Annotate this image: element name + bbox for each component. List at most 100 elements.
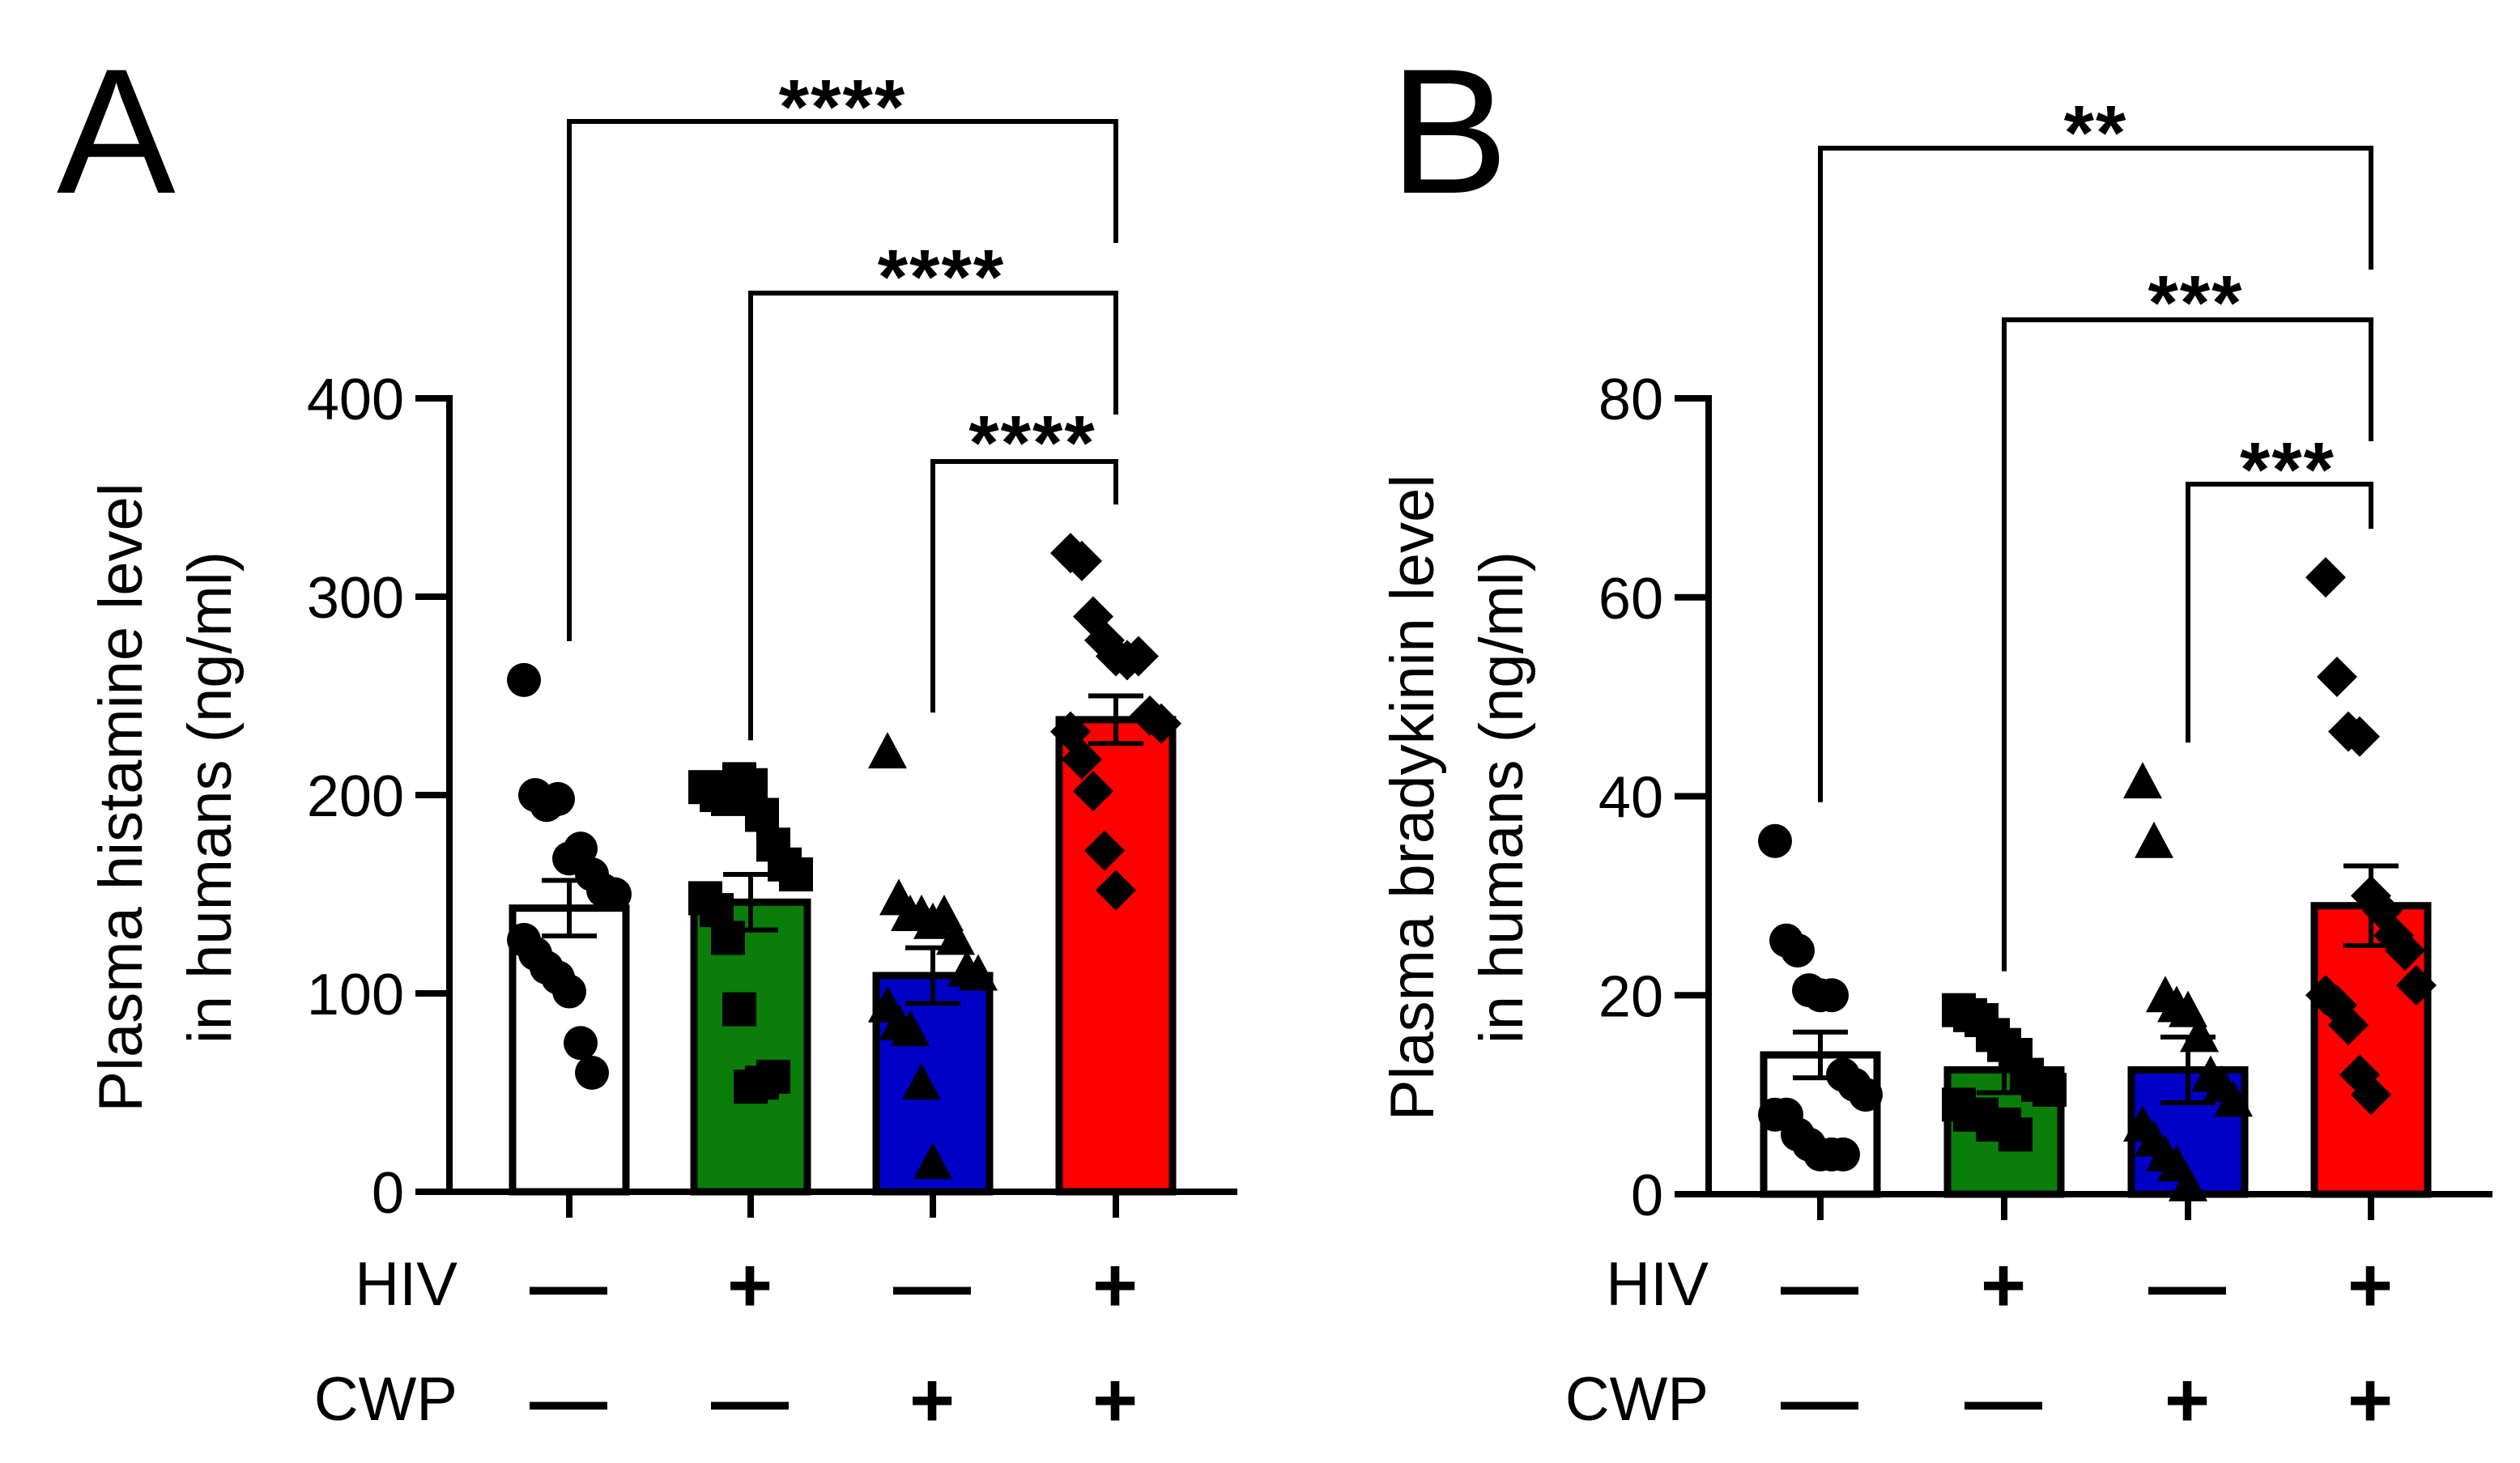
significance-label: ** [2064, 90, 2128, 176]
significance-label: **** [968, 400, 1096, 487]
condition-sign: — [530, 1242, 609, 1329]
bracket-line [1818, 146, 2373, 802]
y-axis-title: in humans (ng/ml) [176, 551, 245, 1044]
data-point [2396, 964, 2437, 1006]
data-point [2328, 1005, 2369, 1046]
data-point [598, 877, 632, 912]
y-axis-title: Plasma bradykinin level [1378, 474, 1447, 1121]
significance-label: *** [2240, 427, 2335, 513]
y-tick-label: 80 [1598, 368, 1663, 432]
condition-row: HIV — + — + [1606, 1242, 2394, 1329]
significance-bracket: **** [748, 234, 1118, 741]
bar-group [1942, 993, 2067, 1198]
significance-bracket: ** [1818, 90, 2373, 802]
data-point [541, 781, 575, 816]
bar-group [2305, 557, 2437, 1198]
condition-sign: + [2348, 1242, 2394, 1329]
condition-sign: — [1781, 1242, 1860, 1329]
data-point [1849, 1078, 1883, 1112]
data-point [1826, 1137, 1860, 1172]
y-tick-label: 60 [1598, 567, 1663, 632]
data-point [734, 768, 768, 802]
data-point [868, 732, 907, 769]
bracket-line [2186, 482, 2373, 743]
data-point [1062, 540, 1102, 581]
data-point [2169, 1164, 2207, 1201]
data-point [2214, 1080, 2253, 1117]
y-tick-label: 0 [372, 1161, 404, 1226]
significance-label: *** [2148, 260, 2243, 347]
data-point [936, 918, 975, 955]
bracket-line [2002, 317, 2373, 972]
significance-bracket: **** [930, 400, 1118, 713]
panel-letter: A [57, 32, 176, 231]
data-point [913, 1142, 952, 1180]
data-point [2169, 990, 2207, 1027]
bar-group [688, 762, 813, 1196]
panel-letter: B [1390, 32, 1509, 231]
bar-group [507, 662, 632, 1196]
data-point [1999, 1117, 2033, 1152]
condition-label: CWP [314, 1365, 458, 1434]
condition-sign: — [530, 1357, 609, 1444]
data-point [2135, 821, 2173, 858]
condition-sign: — [1964, 1357, 2044, 1444]
condition-sign: + [1092, 1357, 1139, 1444]
bar-group [2123, 762, 2253, 1201]
data-point [2305, 557, 2346, 598]
bar [690, 898, 811, 1196]
bar-group [1758, 823, 1883, 1198]
condition-row: CWP — — + + [314, 1357, 1139, 1444]
condition-label: HIV [355, 1250, 458, 1319]
bracket-line [930, 459, 1118, 713]
condition-sign: + [2348, 1357, 2394, 1444]
y-tick-label: 400 [307, 368, 404, 432]
condition-sign: + [2165, 1357, 2211, 1444]
condition-sign: + [1092, 1242, 1139, 1329]
data-point [2385, 929, 2425, 971]
significance-label: **** [779, 64, 906, 151]
bar-group [868, 732, 998, 1196]
y-tick-label: 20 [1598, 964, 1663, 1029]
data-point [959, 954, 998, 991]
y-tick-label: 200 [307, 764, 404, 829]
condition-row: CWP — — + + [1565, 1357, 2394, 1444]
y-tick-label: 40 [1598, 766, 1663, 831]
data-point [2123, 762, 2162, 799]
data-point [1096, 870, 1136, 911]
data-point [722, 992, 756, 1027]
data-point [1118, 636, 1159, 677]
data-point [891, 1010, 930, 1047]
data-point [902, 1063, 941, 1100]
data-point [2033, 1072, 2067, 1107]
data-point [711, 921, 745, 955]
condition-row: HIV — + — + [355, 1242, 1139, 1329]
condition-sign: + [909, 1357, 956, 1444]
data-point [564, 831, 598, 866]
condition-sign: — [1781, 1357, 1860, 1444]
bracket-line [567, 119, 1118, 641]
data-point [1781, 933, 1815, 968]
data-point [1073, 771, 1113, 812]
data-point [552, 974, 586, 1009]
data-point [1062, 738, 1102, 780]
condition-label: CWP [1565, 1365, 1709, 1434]
condition-sign: — [893, 1242, 973, 1329]
data-point [756, 1059, 790, 1094]
bracket-line [748, 291, 1118, 741]
bar [1055, 716, 1177, 1196]
data-point [1084, 830, 1125, 871]
significance-label: **** [878, 234, 1005, 321]
condition-sign: + [727, 1242, 774, 1329]
data-point [1815, 978, 1849, 1013]
y-axis-title: in humans (ng/ml) [1467, 551, 1536, 1044]
data-point [745, 797, 779, 832]
data-point [2339, 716, 2380, 757]
condition-sign: — [711, 1357, 790, 1444]
condition-label: HIV [1606, 1250, 1709, 1319]
condition-sign: + [1981, 1242, 2028, 1329]
data-point [1141, 703, 1181, 744]
significance-bracket: **** [567, 64, 1118, 641]
significance-bracket: *** [2002, 260, 2373, 972]
significance-bracket: *** [2186, 427, 2373, 743]
